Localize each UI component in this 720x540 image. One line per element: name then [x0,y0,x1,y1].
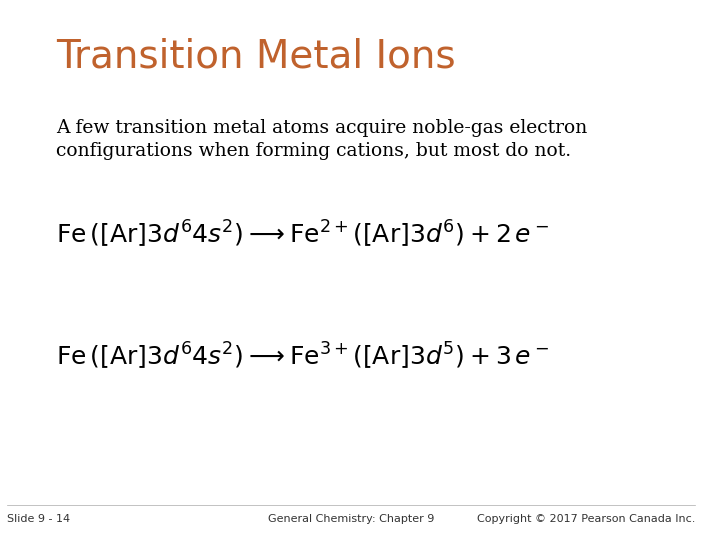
Text: $\mathrm{Fe}\,(\mathrm{[Ar]}3d^64s^2)\longrightarrow\mathrm{Fe}^{3+}(\mathrm{[Ar: $\mathrm{Fe}\,(\mathrm{[Ar]}3d^64s^2)\lo… [56,341,550,372]
Text: Transition Metal Ions: Transition Metal Ions [56,38,456,76]
Text: $\mathrm{Fe}\,(\mathrm{[Ar]}3d^64s^2)\longrightarrow\mathrm{Fe}^{2+}(\mathrm{[Ar: $\mathrm{Fe}\,(\mathrm{[Ar]}3d^64s^2)\lo… [56,219,550,251]
Text: Copyright © 2017 Pearson Canada Inc.: Copyright © 2017 Pearson Canada Inc. [477,514,695,524]
Text: Slide 9 - 14: Slide 9 - 14 [7,514,70,524]
Text: General Chemistry: Chapter 9: General Chemistry: Chapter 9 [268,514,434,524]
Text: A few transition metal atoms acquire noble-gas electron
configurations when form: A few transition metal atoms acquire nob… [56,119,588,160]
